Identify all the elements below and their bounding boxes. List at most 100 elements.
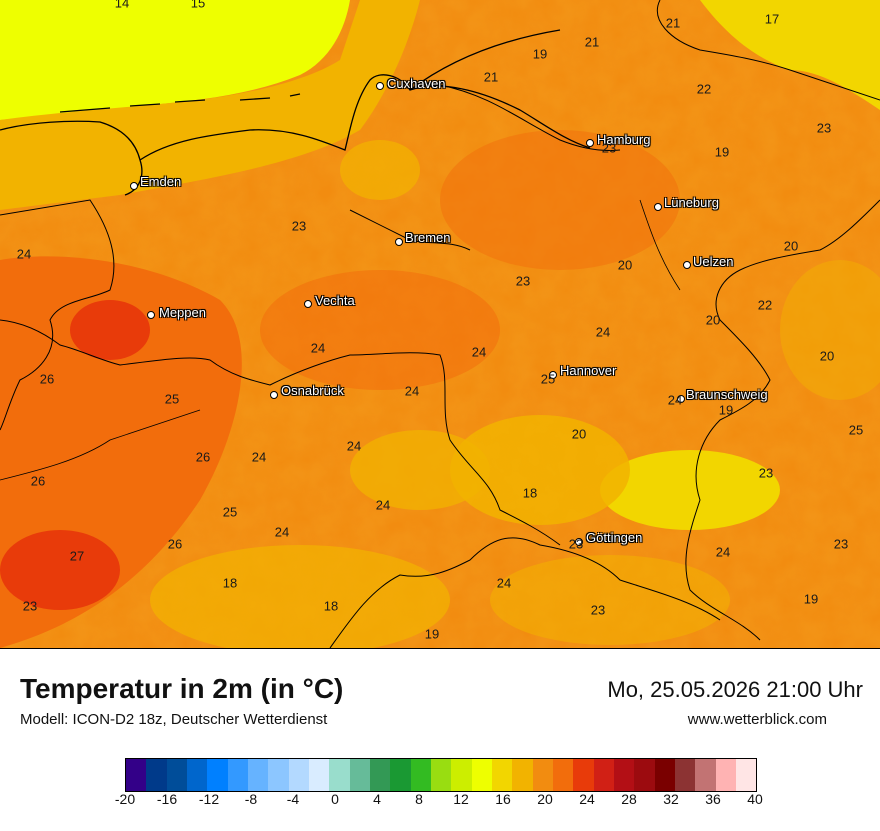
temp-value: 19	[532, 46, 548, 62]
temp-value: 26	[195, 449, 211, 465]
city-label-bremen: Bremen	[405, 230, 451, 245]
city-label-uelzen: Uelzen	[693, 254, 734, 269]
temp-value: 23	[515, 273, 531, 289]
temp-value: 18	[222, 575, 238, 591]
city-label-braunschweig: Braunschweig	[686, 387, 768, 402]
legend-tick-label: 12	[453, 791, 469, 807]
temp-value: 24	[274, 524, 290, 540]
legend-tick-label: 16	[495, 791, 511, 807]
legend-swatch	[613, 759, 635, 791]
legend-tick-label: -8	[244, 791, 258, 807]
legend-swatch	[247, 759, 269, 791]
city-label-vechta: Vechta	[315, 293, 355, 308]
temp-value: 23	[590, 602, 606, 618]
temp-value: 20	[617, 257, 633, 273]
temp-value: 22	[696, 81, 712, 97]
city-label-emden: Emden	[140, 174, 182, 189]
temp-value: 14	[114, 0, 130, 11]
temp-value: 18	[323, 598, 339, 614]
legend-swatch	[126, 759, 147, 791]
legend-tick-label: 8	[415, 791, 423, 807]
city-dot	[395, 238, 403, 246]
legend-tick-label: -12	[198, 791, 220, 807]
legend-swatch	[410, 759, 431, 791]
city-label-lueneburg: Lüneburg	[664, 195, 719, 210]
city-dot	[130, 182, 138, 190]
temp-value: 24	[496, 575, 512, 591]
city-label-cuxhaven: Cuxhaven	[387, 76, 446, 91]
temp-value: 17	[764, 11, 780, 27]
city-dot	[654, 203, 662, 211]
color-legend	[125, 758, 757, 792]
map-title: Temperatur in 2m (in °C)	[20, 673, 344, 704]
temp-value: 24	[715, 544, 731, 560]
city-dot	[304, 300, 312, 308]
temp-value: 24	[251, 449, 267, 465]
legend-swatch	[146, 759, 167, 791]
legend-swatch	[430, 759, 452, 791]
city-dot	[575, 538, 583, 546]
temperature-map: Cuxhaven Hamburg Emden Lüneburg Bremen U…	[0, 0, 880, 655]
temp-value: 19	[803, 591, 819, 607]
temp-value: 23	[291, 218, 307, 234]
legend-swatch	[288, 759, 309, 791]
legend-swatch	[308, 759, 330, 791]
temp-value: 23	[568, 536, 584, 552]
temp-value: 20	[571, 426, 587, 442]
temp-value: 25	[222, 504, 238, 520]
city-dot	[376, 82, 384, 90]
temp-value: 20	[783, 238, 799, 254]
legend-tick-label: -16	[156, 791, 178, 807]
temp-value: 24	[667, 392, 683, 408]
temp-value: 22	[757, 297, 773, 313]
legend-ticks: -20 -16 -12 -8 -4 0 4 8 12 16 20 24 28 32 36 40	[115, 791, 763, 811]
temp-value: 18	[522, 485, 538, 501]
temp-value: 20	[705, 312, 721, 328]
city-dot	[270, 391, 278, 399]
legend-swatch	[369, 759, 391, 791]
legend-tick-label: 36	[705, 791, 721, 807]
legend-tick-label: -20	[114, 791, 136, 807]
legend-tick-label: 40	[747, 791, 763, 807]
temp-value: 21	[665, 15, 681, 31]
city-dot	[677, 395, 685, 403]
legend-swatch	[654, 759, 675, 791]
legend-tick-label: 32	[663, 791, 679, 807]
temp-value: 26	[167, 536, 183, 552]
legend-tick-label: 24	[579, 791, 595, 807]
legend-tick-label: 4	[373, 791, 381, 807]
legend-swatch	[268, 759, 289, 791]
temp-value: 24	[595, 324, 611, 340]
temp-value: 15	[190, 0, 206, 11]
legend-swatch	[329, 759, 350, 791]
temp-value: 25	[848, 422, 864, 438]
temp-value: 23	[833, 536, 849, 552]
city-dot	[683, 261, 691, 269]
forecast-datetime: Mo, 25.05.2026 21:00 Uhr	[607, 677, 863, 702]
temp-value: 25	[164, 391, 180, 407]
temp-value: 20	[819, 348, 835, 364]
map-canvas	[0, 0, 880, 655]
map-footer: Temperatur in 2m (in °C) Modell: ICON-D2…	[0, 648, 880, 831]
temp-value: 19	[714, 144, 730, 160]
legend-swatch	[573, 759, 594, 791]
temp-value: 24	[375, 497, 391, 513]
city-label-meppen: Meppen	[159, 305, 206, 320]
legend-swatch	[634, 759, 655, 791]
legend-swatch	[735, 759, 757, 791]
temp-value: 21	[483, 69, 499, 85]
legend-swatch	[674, 759, 696, 791]
temp-value: 25	[540, 371, 556, 387]
city-dot	[549, 371, 557, 379]
website-link[interactable]: www.wetterblick.com	[687, 711, 827, 728]
legend-swatch	[166, 759, 187, 791]
legend-swatch	[186, 759, 208, 791]
temp-value: 21	[584, 34, 600, 50]
temp-value: 19	[424, 626, 440, 642]
temp-value: 23	[816, 120, 832, 136]
city-label-hannover: Hannover	[560, 363, 617, 378]
model-info: Modell: ICON-D2 18z, Deutscher Wetterdie…	[20, 711, 328, 728]
legend-swatch	[390, 759, 411, 791]
legend-swatch	[451, 759, 472, 791]
temp-value: 23	[601, 140, 617, 156]
